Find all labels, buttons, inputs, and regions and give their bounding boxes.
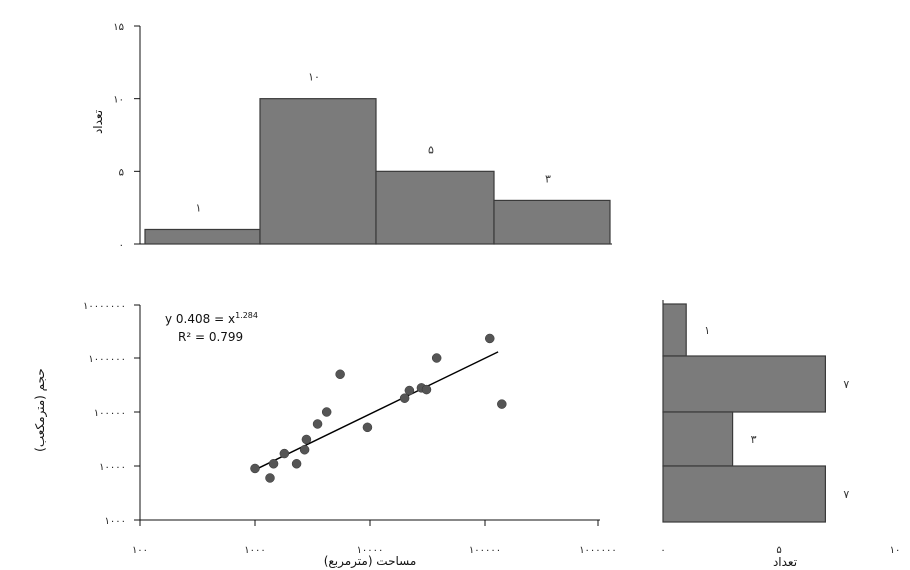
scatter-x-tick-label: ۱۰۰۰۰۰: [469, 545, 501, 556]
scatter-y-tick-label: ۱۰۰۰۰۰: [94, 408, 126, 419]
scatter-point: [485, 333, 495, 344]
scatter-point: [279, 448, 290, 459]
scatter-point: [265, 473, 275, 483]
trendline-exponent: 1.284: [235, 311, 258, 320]
trendline-equation-base: y 0.408 = x: [165, 312, 235, 326]
scatter-point: [301, 434, 312, 445]
top-histogram-data-label: ۳: [545, 172, 551, 185]
scatter-point: [312, 419, 323, 429]
right-histogram-bar: [662, 303, 687, 357]
scatter-y-tick-label: ۱۰۰۰: [105, 516, 126, 527]
scatter-x-tick-label: ۱۰۰۰: [244, 545, 265, 556]
right-histogram-bar: [662, 411, 734, 467]
top-histogram-y-tick-label: ۱۵: [113, 22, 124, 33]
right-histogram-data-label: ۳: [751, 433, 757, 446]
top-histogram-data-label: ۱: [196, 201, 202, 214]
top-histogram-y-tick-label: ۰: [119, 240, 124, 251]
top-histogram-data-label: ۵: [428, 143, 434, 156]
top-histogram-y-tick-label: ۱۰: [113, 95, 124, 106]
scatter-point: [404, 385, 415, 396]
scatter-x-tick-label: ۱۰۰۰۰: [357, 545, 384, 556]
trendline-equation: y 0.408 = x1.284: [165, 311, 258, 326]
right-histogram-x-tick-label: ۰: [660, 545, 665, 556]
right-histogram-data-label: ۷: [843, 378, 849, 391]
right-histogram-x-tick-label: ۵: [776, 545, 781, 556]
scatter-point: [399, 393, 410, 403]
right-histogram: ۱ ۷ ۳ ۷ ۰ ۵ ۱۰ تعداد: [660, 300, 900, 569]
scatter-point: [497, 399, 507, 409]
scatter-x-tick-label: ۱۰۰۰۰۰۰: [579, 545, 617, 556]
scatter-point: [299, 444, 310, 455]
scatter-plot: ۱۰۰ ۱۰۰۰ ۱۰۰۰۰ ۱۰۰۰۰۰ ۱۰۰۰۰۰۰ ۱۰۰۰ ۱۰۰۰۰ ۱۰۰۰۰۰…: [33, 301, 617, 569]
scatter-x-axis-title: مساحت (مترمربع): [324, 554, 417, 569]
top-histogram-bar: [493, 199, 611, 245]
right-histogram-data-label: ۱: [704, 324, 710, 337]
scatter-point: [421, 384, 432, 395]
top-histogram-bar: [259, 98, 377, 245]
trendline-r-squared: R² = 0.799: [178, 330, 243, 344]
top-histogram-y-tick-label: ۵: [119, 167, 124, 178]
scatter-point: [268, 459, 279, 469]
top-histogram-y-axis-title: تعداد: [91, 110, 105, 134]
scatter-point: [335, 369, 345, 380]
scatter-y-axis-title: حجم (مترمکعب): [33, 368, 48, 452]
top-histogram-bar: [144, 228, 261, 245]
scatter-point: [250, 463, 260, 474]
right-histogram-bar: [662, 355, 826, 413]
scatter-y-tick-label: ۱۰۰۰۰۰۰: [88, 354, 126, 365]
scatter-point: [291, 459, 302, 469]
top-histogram-bar: [375, 170, 495, 245]
right-histogram-data-label: ۷: [843, 488, 849, 501]
scatter-x-tick-label: ۱۰۰: [132, 545, 148, 556]
scatter-y-tick-label: ۱۰۰۰۰۰۰۰: [83, 301, 126, 312]
trendline: [254, 351, 499, 471]
scatter-point: [321, 407, 332, 417]
scatter-y-tick-label: ۱۰۰۰۰: [99, 462, 126, 473]
scatter-point: [431, 353, 442, 363]
scatter-point: [362, 422, 373, 433]
right-histogram-x-axis-title: تعداد: [773, 555, 797, 569]
right-histogram-x-tick-label: ۱۰: [890, 545, 901, 556]
top-histogram-data-label: ۱۰: [308, 71, 320, 84]
top-histogram: ۰ ۵ ۱۰ ۱۵ ۱ ۱۰ ۵ ۳ تعداد: [91, 22, 612, 251]
right-histogram-bar: [662, 465, 826, 523]
